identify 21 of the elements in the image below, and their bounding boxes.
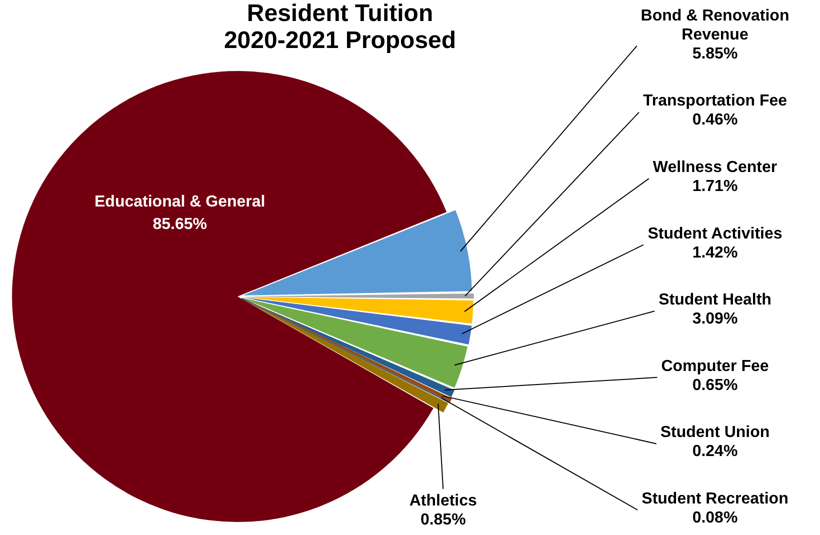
data-label: 0.46% xyxy=(692,112,738,129)
slice-label: Educational & General xyxy=(94,193,266,210)
data-label: 1.71% xyxy=(692,178,738,195)
slice-label: Computer Fee xyxy=(661,358,769,375)
slice-label: Student Activities xyxy=(648,225,782,242)
data-label: 0.24% xyxy=(692,443,738,460)
slice-label: Transportation Fee xyxy=(642,92,788,110)
data-label: 85.65% xyxy=(152,216,208,234)
slice-label: Student Health xyxy=(658,292,772,309)
data-label: 1.42% xyxy=(692,244,738,262)
slice-label: Athletics xyxy=(409,492,478,510)
data-label: 3.09% xyxy=(692,310,738,328)
slice-label: Wellness Center xyxy=(652,158,778,176)
slice-label: Bond & Renovation Revenue xyxy=(640,7,790,44)
data-label: 5.85% xyxy=(692,45,738,62)
slice-label: Student Union xyxy=(660,424,770,442)
data-label: 0.08% xyxy=(692,509,738,526)
data-label: 0.65% xyxy=(692,376,738,394)
chart-title: Resident Tuition 2020-2021 Proposed xyxy=(222,0,458,54)
slice-label: Student Recreation xyxy=(642,490,788,508)
data-label: 0.85% xyxy=(420,511,466,528)
